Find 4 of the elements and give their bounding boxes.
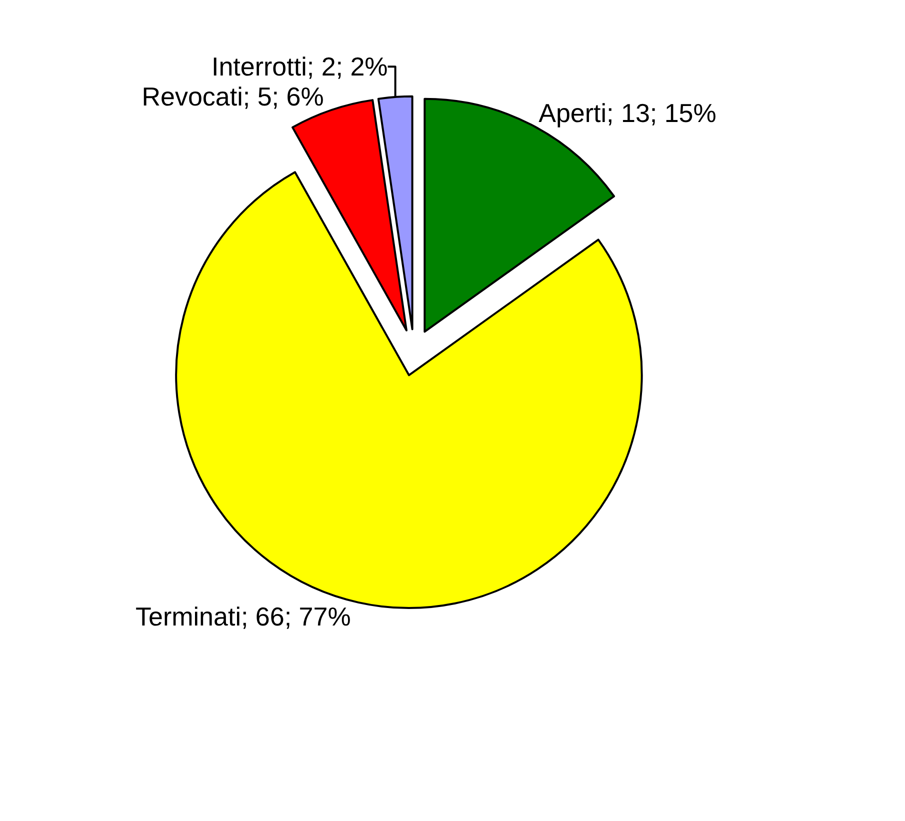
slice-label: Interrotti; 2; 2% <box>212 52 388 82</box>
slice-label: Aperti; 13; 15% <box>538 98 716 128</box>
slice-label: Terminati; 66; 77% <box>136 602 351 632</box>
slice-label: Revocati; 5; 6% <box>142 82 324 112</box>
